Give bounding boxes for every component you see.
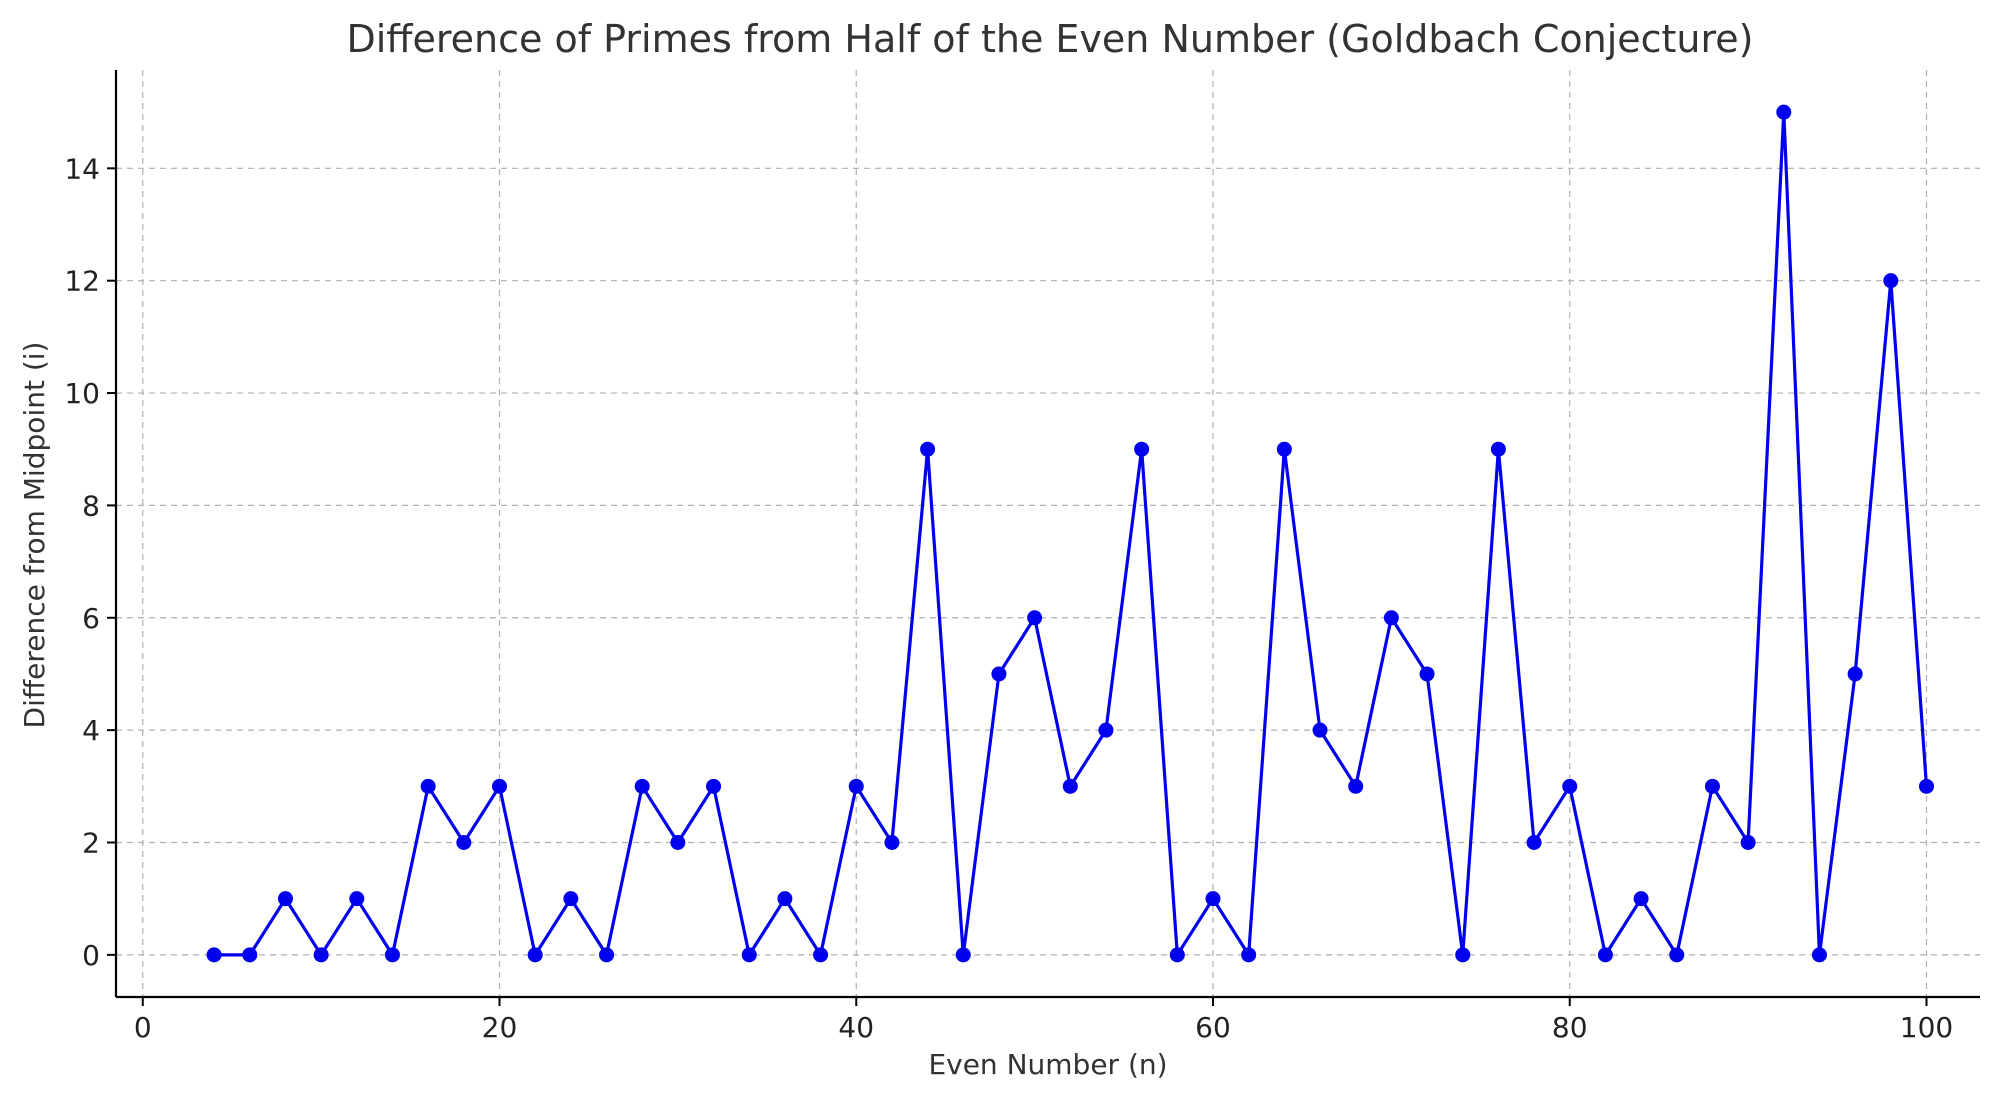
data-point	[1562, 778, 1578, 794]
y-tick-label: 12	[64, 265, 100, 298]
data-point	[420, 778, 436, 794]
data-point	[1455, 947, 1471, 963]
x-axis-label: Even Number (n)	[928, 1048, 1167, 1081]
data-point	[599, 947, 615, 963]
data-point	[1526, 835, 1542, 850]
data-point	[1062, 778, 1078, 794]
data-point	[1633, 891, 1649, 907]
data-point	[527, 947, 543, 963]
y-tick-label: 14	[64, 152, 100, 185]
data-point	[1918, 778, 1934, 794]
data-point	[920, 441, 936, 457]
data-point	[1312, 722, 1328, 738]
data-point	[1597, 947, 1613, 963]
data-point	[777, 891, 793, 907]
data-point	[456, 835, 472, 850]
data-point	[1241, 947, 1257, 963]
data-point	[1847, 666, 1863, 682]
y-tick-label: 10	[64, 377, 100, 410]
data-point	[563, 891, 579, 907]
y-axis-label: Difference from Midpoint (i)	[18, 342, 51, 729]
data-point	[848, 778, 864, 794]
data-point	[242, 947, 258, 963]
data-point	[1169, 947, 1185, 963]
y-tick-label: 8	[82, 489, 100, 522]
data-point	[634, 778, 650, 794]
data-point	[1205, 891, 1221, 907]
data-point	[1776, 104, 1792, 120]
data-point	[1669, 947, 1685, 963]
data-point	[1704, 778, 1720, 794]
data-point	[1419, 666, 1435, 682]
data-point	[1276, 441, 1292, 457]
x-tick-label: 80	[1552, 1011, 1588, 1044]
data-point	[1098, 722, 1114, 738]
chart-title: Difference of Primes from Half of the Ev…	[346, 17, 1753, 61]
data-point	[1383, 610, 1399, 626]
data-point	[492, 778, 508, 794]
data-point	[1348, 778, 1364, 794]
y-tick-label: 6	[82, 602, 100, 635]
data-point	[1740, 835, 1756, 850]
x-tick-label: 40	[838, 1011, 874, 1044]
y-tick-label: 2	[82, 827, 100, 860]
data-point	[384, 947, 400, 963]
data-point	[813, 947, 829, 963]
y-tick-label: 4	[82, 714, 100, 747]
x-tick-label: 60	[1195, 1011, 1231, 1044]
data-point	[313, 947, 329, 963]
axis-ticks: 0 20 40 60 80 100 0 2 4 6 8 10 12 14	[64, 152, 1953, 1044]
data-point	[670, 835, 686, 850]
data-point	[706, 778, 722, 794]
data-point	[349, 891, 365, 907]
grid-lines	[116, 70, 1980, 997]
data-point	[206, 947, 222, 963]
axes-spines	[114, 70, 1980, 999]
series-markers	[206, 104, 1934, 963]
data-point	[884, 835, 900, 850]
data-point	[1883, 273, 1899, 289]
data-point	[1027, 610, 1043, 626]
y-tick-label: 0	[82, 939, 100, 972]
data-point	[741, 947, 757, 963]
data-point	[277, 891, 293, 907]
data-point	[1134, 441, 1150, 457]
series-line-layer	[214, 110, 1929, 957]
data-point	[1490, 441, 1506, 457]
x-tick-label: 0	[134, 1011, 152, 1044]
series-line	[214, 110, 1929, 957]
data-point	[955, 947, 971, 963]
data-point	[1811, 947, 1827, 963]
x-tick-label: 20	[482, 1011, 518, 1044]
data-point	[991, 666, 1007, 682]
x-tick-label: 100	[1900, 1011, 1953, 1044]
